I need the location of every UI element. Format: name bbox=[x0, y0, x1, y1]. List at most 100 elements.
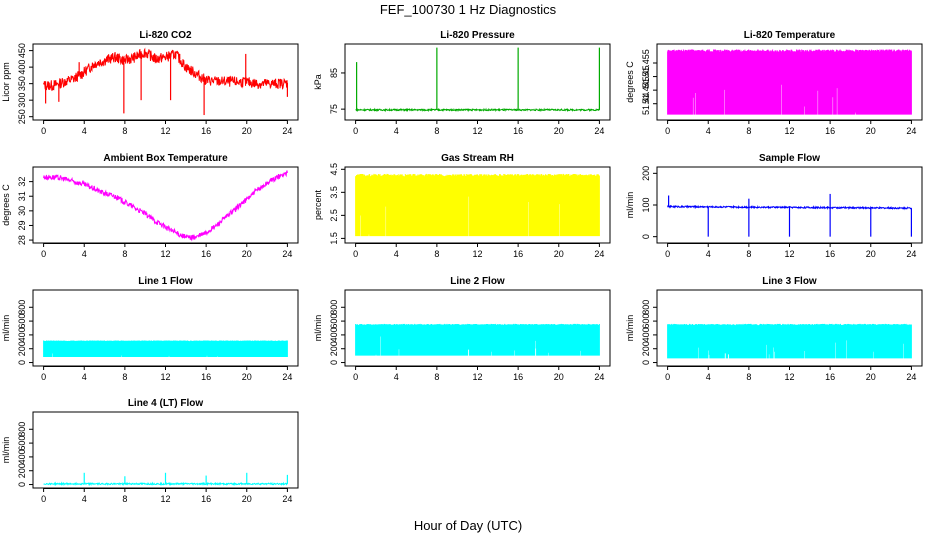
y-tick-label: 400 bbox=[17, 60, 27, 75]
x-tick-label: 24 bbox=[906, 372, 916, 382]
y-tick-label: 1.5 bbox=[329, 232, 339, 245]
y-tick-label: 350 bbox=[17, 76, 27, 91]
x-tick-label: 24 bbox=[282, 126, 292, 136]
x-tick-label: 0 bbox=[665, 249, 670, 259]
y-tick-label: 200 bbox=[641, 166, 651, 181]
x-tick-label: 20 bbox=[866, 126, 876, 136]
chart-panel-3: Li-820 Temperature degrees C 0 4 8 12 16 20 24 51… bbox=[625, 30, 923, 136]
x-tick-label: 0 bbox=[353, 372, 358, 382]
x-tick-label: 8 bbox=[122, 126, 127, 136]
y-tick-label: 200 bbox=[641, 341, 651, 356]
chart-panel-6: Sample Flow ml/min 0 4 8 12 16 20 24 0 100 200 bbox=[625, 153, 923, 259]
x-tick-label: 20 bbox=[242, 494, 252, 504]
data-band bbox=[667, 323, 912, 359]
x-tick-label: 12 bbox=[784, 126, 794, 136]
x-tick-label: 8 bbox=[122, 249, 127, 259]
x-tick-label: 24 bbox=[282, 249, 292, 259]
x-tick-label: 16 bbox=[201, 126, 211, 136]
x-tick-label: 20 bbox=[554, 126, 564, 136]
data-band bbox=[43, 340, 288, 358]
y-axis: 28 29 30 31 32 bbox=[17, 177, 33, 245]
data-line bbox=[355, 107, 600, 113]
x-tick-label: 16 bbox=[201, 249, 211, 259]
x-tick-label: 4 bbox=[394, 126, 399, 136]
series-6 bbox=[667, 193, 913, 237]
x-tick-label: 24 bbox=[906, 126, 916, 136]
panel-ylabel: Licor ppm bbox=[1, 62, 11, 102]
y-tick-label: 75 bbox=[329, 104, 339, 114]
series-2 bbox=[355, 47, 601, 113]
y-tick-label: 600 bbox=[329, 314, 339, 329]
x-tick-label: 20 bbox=[866, 249, 876, 259]
x-tick-label: 0 bbox=[353, 249, 358, 259]
x-axis: 0 4 8 12 16 20 24 bbox=[665, 120, 916, 136]
series-5 bbox=[355, 173, 600, 237]
x-tick-label: 0 bbox=[665, 126, 670, 136]
y-tick-label: 0 bbox=[17, 482, 27, 487]
x-tick-label: 4 bbox=[394, 249, 399, 259]
x-tick-label: 12 bbox=[160, 249, 170, 259]
y-axis: 75 85 bbox=[329, 68, 345, 114]
series-8 bbox=[355, 323, 600, 356]
y-tick-label: 32 bbox=[17, 177, 27, 187]
series-9 bbox=[667, 323, 912, 359]
y-tick-label: 250 bbox=[17, 109, 27, 124]
y-axis: 1.5 2.5 3.5 4.5 bbox=[329, 163, 345, 245]
x-tick-label: 4 bbox=[82, 372, 87, 382]
y-tick-label: 0 bbox=[329, 360, 339, 365]
y-tick-label: 800 bbox=[17, 422, 27, 437]
x-tick-label: 16 bbox=[513, 372, 523, 382]
x-tick-label: 20 bbox=[866, 372, 876, 382]
x-tick-label: 4 bbox=[82, 249, 87, 259]
panel-title: Ambient Box Temperature bbox=[103, 153, 228, 164]
x-axis: 0 4 8 12 16 20 24 bbox=[41, 488, 292, 504]
x-tick-label: 8 bbox=[122, 494, 127, 504]
x-tick-label: 20 bbox=[554, 372, 564, 382]
y-tick-label: 300 bbox=[17, 93, 27, 108]
panel-title: Line 2 Flow bbox=[450, 276, 505, 287]
panel-ylabel: ml/min bbox=[625, 192, 635, 219]
panel-title: Line 1 Flow bbox=[138, 276, 193, 287]
chart-panel-5: Gas Stream RH percent 0 4 8 12 16 20 24 1.5 2.5 3.5… bbox=[313, 153, 611, 259]
x-tick-label: 24 bbox=[594, 126, 604, 136]
y-tick-label: 2.5 bbox=[329, 209, 339, 222]
x-tick-label: 12 bbox=[160, 126, 170, 136]
x-tick-label: 12 bbox=[472, 126, 482, 136]
y-tick-label: 100 bbox=[641, 197, 651, 212]
x-tick-label: 20 bbox=[242, 126, 252, 136]
panel-ylabel: ml/min bbox=[313, 315, 323, 342]
chart-panel-9: Line 3 Flow ml/min 0 4 8 12 16 20 24 0 20040060080… bbox=[625, 276, 923, 382]
y-tick-label: 51.455 bbox=[641, 49, 651, 77]
chart-panel-4: Ambient Box Temperature degrees C 0 4 8 12 16 2… bbox=[1, 153, 299, 259]
chart-panel-10: Line 4 (LT) Flow ml/min 0 4 8 12 16 20 24 0 200400… bbox=[1, 398, 299, 504]
panel-ylabel: ml/min bbox=[1, 315, 11, 342]
x-tick-label: 12 bbox=[784, 249, 794, 259]
y-tick-label: 85 bbox=[329, 68, 339, 78]
chart-panel-2: Li-820 Pressure kPa 0 4 8 12 16 20 24 75 85 bbox=[313, 30, 611, 136]
x-tick-label: 20 bbox=[554, 249, 564, 259]
x-tick-label: 4 bbox=[394, 372, 399, 382]
x-tick-label: 20 bbox=[242, 372, 252, 382]
figure-title: FEF_100730 1 Hz Diagnostics bbox=[379, 2, 557, 17]
panel-title: Li-820 Pressure bbox=[440, 30, 515, 41]
x-tick-label: 8 bbox=[746, 372, 751, 382]
x-tick-label: 8 bbox=[434, 249, 439, 259]
x-axis: 0 4 8 12 16 20 24 bbox=[353, 120, 604, 136]
panel-ylabel: degrees C bbox=[1, 184, 11, 226]
x-axis: 0 4 8 12 16 20 24 bbox=[41, 243, 292, 259]
y-tick-label: 29 bbox=[17, 220, 27, 230]
y-tick-label: 400 bbox=[641, 327, 651, 342]
y-tick-label: 3.5 bbox=[329, 186, 339, 199]
x-tick-label: 24 bbox=[594, 372, 604, 382]
y-tick-label: 800 bbox=[17, 300, 27, 315]
panel-ylabel: ml/min bbox=[625, 315, 635, 342]
y-tick-label: 200 bbox=[17, 463, 27, 478]
x-tick-label: 16 bbox=[825, 372, 835, 382]
y-tick-label: 400 bbox=[17, 327, 27, 342]
